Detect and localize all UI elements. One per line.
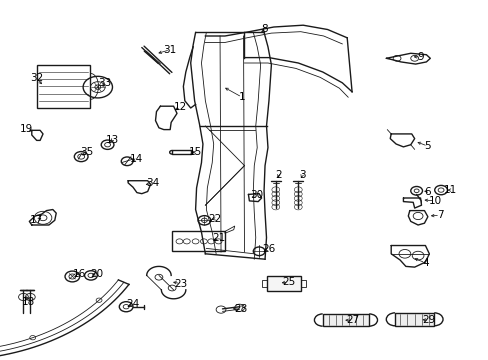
- Bar: [37, 65, 90, 108]
- Text: 7: 7: [436, 210, 443, 220]
- Text: 23: 23: [174, 279, 187, 289]
- Text: 6: 6: [424, 186, 430, 197]
- Text: 9: 9: [416, 52, 423, 62]
- Text: 13: 13: [105, 135, 119, 145]
- Text: 18: 18: [21, 297, 35, 307]
- Text: 33: 33: [98, 78, 111, 88]
- Text: 29: 29: [422, 315, 435, 325]
- Bar: [300, 280, 305, 287]
- Bar: [172, 231, 224, 251]
- Text: 32: 32: [30, 73, 43, 84]
- Bar: [266, 276, 300, 291]
- Bar: [322, 314, 368, 326]
- Text: 26: 26: [262, 244, 275, 254]
- Bar: [394, 313, 433, 326]
- Text: 28: 28: [233, 304, 247, 314]
- Text: 12: 12: [174, 102, 187, 112]
- Text: 15: 15: [188, 147, 202, 157]
- Text: 4: 4: [421, 258, 428, 268]
- Text: 25: 25: [281, 277, 295, 287]
- Text: 10: 10: [428, 196, 441, 206]
- Text: 8: 8: [261, 24, 268, 34]
- Text: 5: 5: [424, 141, 430, 151]
- Text: 34: 34: [145, 178, 159, 188]
- Text: 1: 1: [238, 92, 245, 102]
- Text: 35: 35: [80, 147, 93, 157]
- Text: 21: 21: [212, 233, 225, 243]
- Text: 14: 14: [130, 154, 143, 165]
- Text: 24: 24: [126, 299, 140, 309]
- Text: 16: 16: [72, 269, 86, 279]
- Text: 11: 11: [443, 185, 457, 195]
- Text: 20: 20: [90, 269, 103, 279]
- Text: 30: 30: [249, 190, 262, 201]
- Text: 31: 31: [163, 45, 177, 55]
- Bar: [261, 280, 266, 287]
- Text: 27: 27: [346, 315, 359, 325]
- Text: 22: 22: [208, 214, 222, 224]
- Text: 19: 19: [20, 124, 34, 134]
- Text: 2: 2: [275, 170, 282, 180]
- Text: 17: 17: [30, 215, 43, 225]
- Text: 3: 3: [298, 170, 305, 180]
